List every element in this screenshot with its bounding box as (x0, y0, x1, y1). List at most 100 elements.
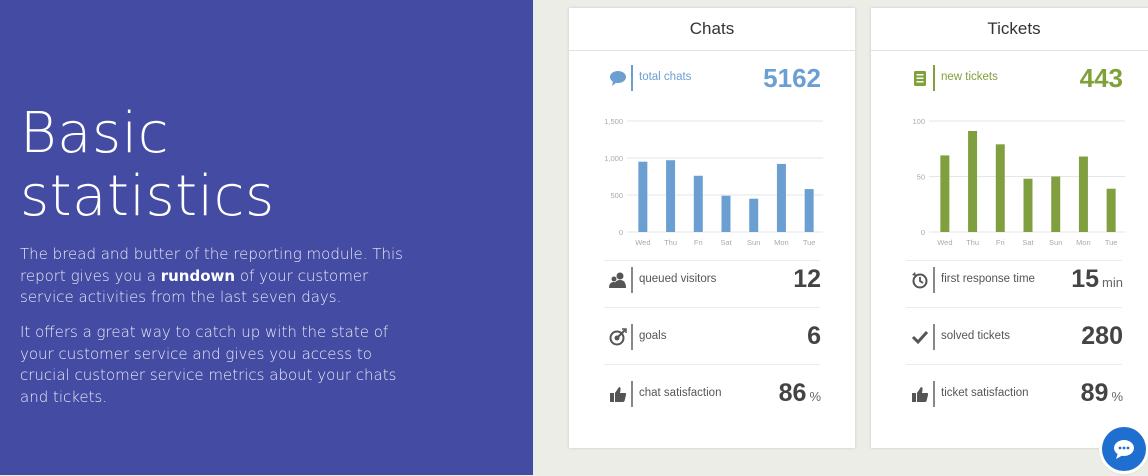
bar (721, 195, 731, 232)
chat-bubble-icon (1114, 440, 1134, 459)
goals-icon (609, 328, 627, 346)
thumbs-up-icon (610, 387, 627, 402)
chats-bar-chart: 1,500 1,000 500 0 Wed Thu Fri Sat Sun Mon Tue (604, 117, 823, 247)
total-chats-stat: total chats 5162 (609, 63, 821, 93)
hero-title: Basic statistics (20, 102, 275, 228)
ticket-icon (914, 71, 926, 86)
bar (968, 130, 978, 232)
chat-satisfaction-number: 86 (778, 379, 807, 407)
chat-satisfaction-label: chat satisfaction (639, 387, 722, 399)
stat-divider (933, 267, 935, 293)
x-tick-label: Fri (694, 238, 703, 247)
first-response-time-stat: first response time 15 min (911, 265, 1123, 295)
screenshot-panel: Chats total chats 5162 1,500 1,000 500 0 Wed… (533, 0, 1148, 475)
queued-visitors-label: queued visitors (639, 273, 717, 285)
bar (995, 144, 1005, 232)
y-tick-label: 50 (917, 173, 925, 182)
tickets-card: Tickets new tickets 443 100 50 0 Wed Thu Fri S… (871, 8, 1148, 448)
hero-paragraph-1: The bread and butter of the reporting mo… (20, 244, 420, 309)
x-tick-label: Fri (996, 238, 1005, 247)
x-tick-label: Sun (747, 238, 760, 247)
total-chats-divider (631, 65, 633, 91)
ticket-satisfaction-stat: ticket satisfaction 89% (911, 379, 1123, 409)
divider (604, 364, 820, 365)
divider (604, 307, 820, 308)
check-icon (911, 330, 929, 345)
chat-bubble-icon (610, 71, 626, 86)
bar (749, 198, 759, 232)
chats-card-title: Chats (569, 8, 855, 51)
first-response-time-unit: min (1102, 275, 1123, 290)
stat-divider (933, 381, 935, 407)
chat-satisfaction-value: 86% (779, 379, 821, 408)
y-tick-label: 0 (921, 228, 925, 237)
first-response-time-label: first response time (941, 273, 1035, 285)
bar (666, 160, 676, 232)
tickets-card-title: Tickets (871, 8, 1148, 51)
y-tick-label: 1,000 (604, 154, 623, 163)
x-tick-label: Sun (1049, 238, 1062, 247)
stat-divider (631, 267, 633, 293)
new-tickets-divider (933, 65, 935, 91)
y-tick-label: 500 (610, 191, 623, 200)
thumbs-up-icon (912, 387, 929, 402)
x-tick-label: Thu (966, 238, 979, 247)
chat-satisfaction-unit: % (809, 389, 821, 404)
divider (906, 260, 1122, 261)
bar (776, 163, 786, 232)
bar (804, 189, 814, 232)
x-tick-label: Mon (1076, 238, 1091, 247)
stat-divider (631, 324, 633, 350)
first-response-time-value: 15 min (1071, 265, 1123, 294)
total-chats-label: total chats (639, 71, 692, 83)
x-tick-label: Tue (803, 238, 816, 247)
p1-bold: rundown (160, 266, 236, 285)
new-tickets-stat: new tickets 443 (911, 63, 1123, 93)
bar (1051, 176, 1061, 232)
total-chats-value: 5162 (763, 63, 821, 93)
x-tick-label: Sat (720, 238, 732, 247)
ticket-satisfaction-number: 89 (1080, 379, 1109, 407)
y-tick-label: 100 (912, 117, 925, 126)
solved-tickets-label: solved tickets (941, 330, 1011, 342)
bar (693, 175, 703, 232)
hero-title-line1: Basic (20, 101, 170, 166)
new-tickets-value: 443 (1079, 63, 1123, 93)
x-tick-label: Thu (664, 238, 677, 247)
bar (1023, 178, 1033, 232)
chat-satisfaction-stat: chat satisfaction 86% (609, 379, 821, 409)
x-tick-label: Sat (1022, 238, 1034, 247)
hero-panel: Basic statistics The bread and butter of… (0, 0, 533, 475)
ticket-satisfaction-value: 89% (1081, 379, 1123, 408)
bar (638, 161, 648, 232)
bar (940, 155, 950, 232)
queued-visitors-stat: queued visitors 12 (609, 265, 821, 295)
clock-icon (912, 272, 928, 289)
y-tick-label: 1,500 (604, 117, 623, 126)
ticket-satisfaction-unit: % (1111, 389, 1123, 404)
p1-before: The bread and butter of the reporting mo… (20, 245, 403, 285)
stat-divider (631, 381, 633, 407)
goals-stat: goals 6 (609, 322, 821, 352)
hero-paragraph-2: It offers a great way to catch up with t… (20, 323, 397, 406)
solved-tickets-value: 280 (1081, 322, 1123, 350)
divider (906, 307, 1122, 308)
goals-label: goals (639, 330, 667, 342)
x-tick-label: Wed (635, 238, 650, 247)
y-tick-label: 0 (619, 228, 623, 237)
chats-card: Chats total chats 5162 1,500 1,000 500 0 Wed… (569, 8, 855, 448)
tickets-bar-chart: 100 50 0 Wed Thu Fri Sat Sun Mon Tue (912, 117, 1125, 247)
p1-after: of your customer service activities from… (20, 266, 369, 307)
hero-title-line2: statistics (20, 164, 275, 229)
solved-tickets-stat: solved tickets 280 (911, 322, 1123, 352)
first-response-time-number: 15 (1071, 265, 1100, 293)
x-tick-label: Wed (937, 238, 952, 247)
new-tickets-label: new tickets (941, 71, 998, 83)
x-tick-label: Mon (774, 238, 789, 247)
bar (1078, 156, 1088, 232)
ticket-satisfaction-label: ticket satisfaction (941, 387, 1029, 399)
visitors-icon (609, 272, 626, 288)
x-tick-label: Tue (1105, 238, 1118, 247)
chat-widget-button[interactable] (1102, 427, 1146, 471)
goals-value: 6 (807, 322, 821, 350)
